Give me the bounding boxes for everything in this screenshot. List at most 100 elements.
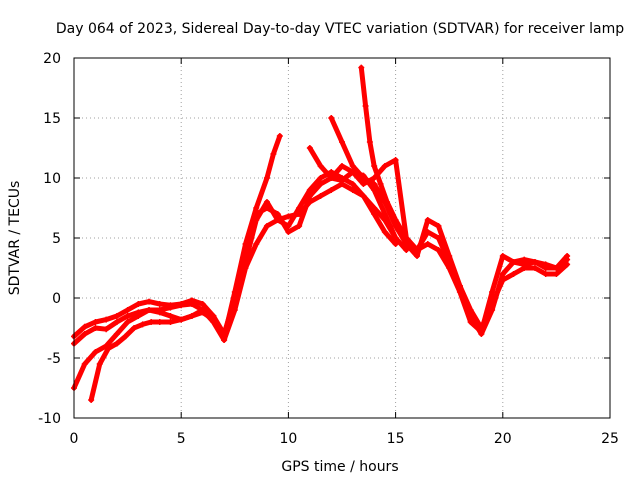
data-point [135, 301, 142, 307]
ticks: 0 5 10 15 20 25 -10 -5 0 5 10 15 20 [38, 51, 619, 447]
y-tick-label: -10 [38, 411, 61, 427]
data-point [435, 247, 442, 253]
data-point [339, 177, 345, 184]
data-point [105, 345, 112, 352]
data-point [103, 326, 110, 333]
data-point [242, 241, 249, 247]
data-point [178, 316, 185, 323]
data-point [188, 301, 195, 307]
data-point [366, 139, 373, 145]
data-point [135, 309, 142, 316]
data-point [360, 175, 367, 181]
data-point [403, 247, 410, 253]
data-point [392, 241, 399, 247]
data-point [146, 298, 153, 305]
data-point [489, 289, 496, 295]
data-point [276, 133, 283, 139]
data-point [381, 229, 388, 235]
data-point [328, 175, 335, 181]
data-point [92, 349, 99, 355]
data-point [285, 229, 292, 235]
data-point [167, 319, 174, 325]
y-tick-label: 15 [43, 111, 61, 127]
data-point [167, 304, 174, 311]
data-point [381, 163, 388, 169]
data-point [124, 313, 131, 319]
data-point [81, 323, 88, 330]
data-point [328, 115, 335, 121]
data-point [456, 289, 463, 295]
data-point [296, 205, 303, 211]
data-point [531, 259, 538, 265]
data-point [113, 331, 120, 337]
data-point [253, 241, 260, 247]
data-point [81, 331, 88, 337]
data-point [263, 199, 270, 205]
x-tick-label: 5 [177, 431, 186, 447]
data-point [381, 211, 388, 217]
data-point [424, 241, 431, 247]
data-point [96, 361, 103, 367]
data-point [199, 309, 206, 316]
data-point [542, 261, 549, 268]
y-tick-label: -5 [47, 351, 61, 367]
data-point [296, 223, 303, 229]
data-point [103, 316, 110, 323]
data-point [317, 175, 324, 181]
x-tick-label: 25 [601, 431, 619, 447]
data-point [306, 145, 313, 151]
data-point [263, 205, 270, 211]
data-point [446, 265, 453, 271]
data-point [263, 223, 270, 229]
data-point [92, 319, 99, 325]
data-point [371, 181, 378, 187]
data-point [510, 259, 517, 265]
data-point [360, 193, 367, 199]
data-point [531, 265, 538, 271]
data-point [553, 265, 560, 271]
data-point [424, 217, 431, 223]
data-point [392, 235, 399, 241]
data-point [167, 313, 174, 319]
y-tick-label: 20 [43, 51, 61, 67]
data-point [521, 261, 528, 268]
data-point [88, 397, 95, 403]
data-point [156, 309, 163, 316]
data-point [317, 163, 324, 169]
data-point [510, 271, 517, 277]
data-point [188, 313, 195, 319]
data-point [199, 301, 206, 307]
data-point [328, 187, 335, 193]
data-point [306, 187, 313, 193]
data-point [392, 217, 399, 223]
data-point [328, 169, 335, 175]
data-point [362, 103, 369, 109]
data-point [156, 301, 163, 307]
data-point [349, 181, 356, 187]
data-point [403, 241, 410, 247]
data-layer [71, 64, 571, 403]
data-point [124, 319, 131, 325]
data-point [349, 169, 356, 175]
data-point [113, 319, 120, 325]
x-axis-label: GPS time / hours [281, 459, 398, 475]
data-point [221, 334, 228, 341]
data-point [360, 181, 367, 187]
data-point [553, 271, 560, 277]
x-tick-label: 10 [279, 431, 297, 447]
data-point [478, 328, 485, 335]
y-tick-label: 5 [52, 231, 61, 247]
data-point [81, 361, 88, 367]
data-point [131, 325, 138, 331]
data-point [270, 151, 277, 157]
data-point [414, 247, 421, 253]
data-point [371, 211, 378, 217]
data-point [263, 175, 270, 181]
data-point [231, 289, 238, 295]
data-point [403, 235, 410, 241]
data-point [392, 157, 399, 163]
data-point [371, 163, 378, 169]
data-point [414, 253, 421, 259]
data-point [156, 319, 163, 325]
